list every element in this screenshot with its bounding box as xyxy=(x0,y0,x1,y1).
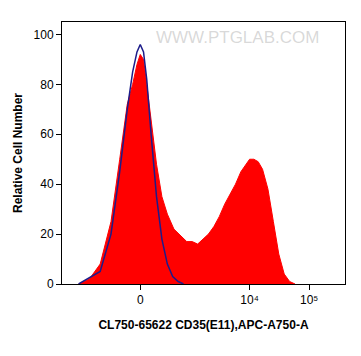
svg-text:0: 0 xyxy=(137,293,144,307)
svg-text:WWW.PTGLAB.COM: WWW.PTGLAB.COM xyxy=(156,28,319,47)
svg-text:10⁴: 10⁴ xyxy=(240,293,259,307)
svg-text:0: 0 xyxy=(47,277,54,291)
svg-text:80: 80 xyxy=(40,78,54,92)
svg-text:10⁵: 10⁵ xyxy=(300,293,318,307)
svg-text:CL750-65622 CD35(E11),APC-A750: CL750-65622 CD35(E11),APC-A750-A xyxy=(98,318,308,332)
svg-text:60: 60 xyxy=(40,127,54,141)
svg-text:20: 20 xyxy=(40,227,54,241)
svg-text:Relative Cell Number: Relative Cell Number xyxy=(11,93,25,213)
svg-text:100: 100 xyxy=(34,28,54,42)
svg-text:40: 40 xyxy=(40,177,54,191)
